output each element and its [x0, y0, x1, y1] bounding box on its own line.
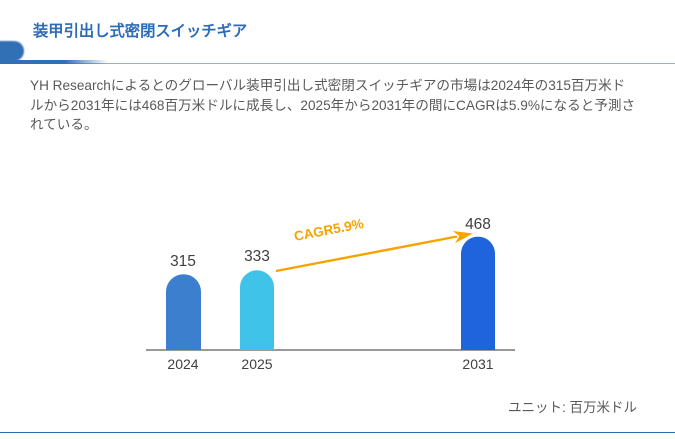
- svg-text:CAGR5.9%: CAGR5.9%: [293, 216, 365, 244]
- svg-text:315: 315: [170, 253, 196, 270]
- svg-text:2031: 2031: [462, 356, 493, 372]
- svg-text:333: 333: [244, 248, 270, 265]
- svg-text:468: 468: [465, 216, 491, 233]
- svg-text:2024: 2024: [167, 356, 198, 372]
- svg-text:2025: 2025: [241, 356, 272, 372]
